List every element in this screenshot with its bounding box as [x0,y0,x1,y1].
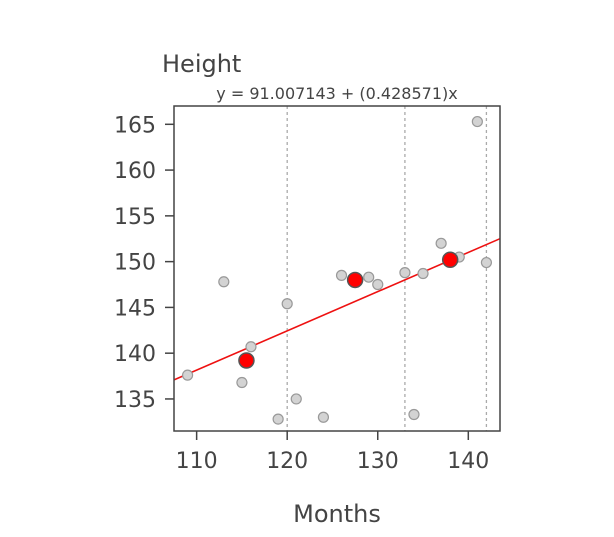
plot-frame [173,105,501,432]
data-point-17 [480,256,493,269]
y-tick-label-4: 155 [114,205,156,230]
y-tick-label-1: 140 [114,342,156,367]
chart-title: Height [162,50,241,78]
mean-point-2 [441,251,459,269]
data-point-9 [363,271,375,283]
data-point-12 [408,408,420,421]
data-point-3 [245,341,257,353]
data-point-16 [471,115,483,128]
regression-equation: y = 91.007143 + (0.428571)x [216,84,457,103]
x-tick-label-0: 110 [176,449,218,474]
data-point-2 [236,376,248,389]
x-tick-label-1: 120 [266,449,308,474]
y-tick-label-6: 165 [114,113,156,138]
data-point-6 [290,393,302,405]
data-point-8 [335,269,348,281]
y-tick-label-3: 150 [114,251,156,276]
mean-point-1 [346,271,364,289]
x-tick-label-3: 140 [447,449,489,474]
y-tick-label-2: 145 [114,296,156,321]
data-points [181,115,493,425]
data-point-13 [417,267,429,280]
data-point-1 [218,276,230,288]
data-point-7 [317,411,330,423]
y-axis: 135 140 145 150 155 160 165 [114,113,174,413]
x-axis-label: Months [293,500,381,528]
data-point-10 [372,278,384,291]
data-point-11 [399,267,411,279]
data-point-5 [281,298,293,310]
mean-point-0 [238,352,255,369]
data-point-0 [181,369,194,381]
x-tick-label-2: 130 [357,449,399,474]
y-tick-label-0: 135 [114,388,156,413]
data-point-14 [435,237,447,249]
data-point-4 [272,413,284,425]
x-axis: 110 120 130 140 [176,431,489,474]
vertical-reference-lines [286,106,488,431]
group-means [238,251,459,369]
y-tick-label-5: 160 [114,159,156,184]
